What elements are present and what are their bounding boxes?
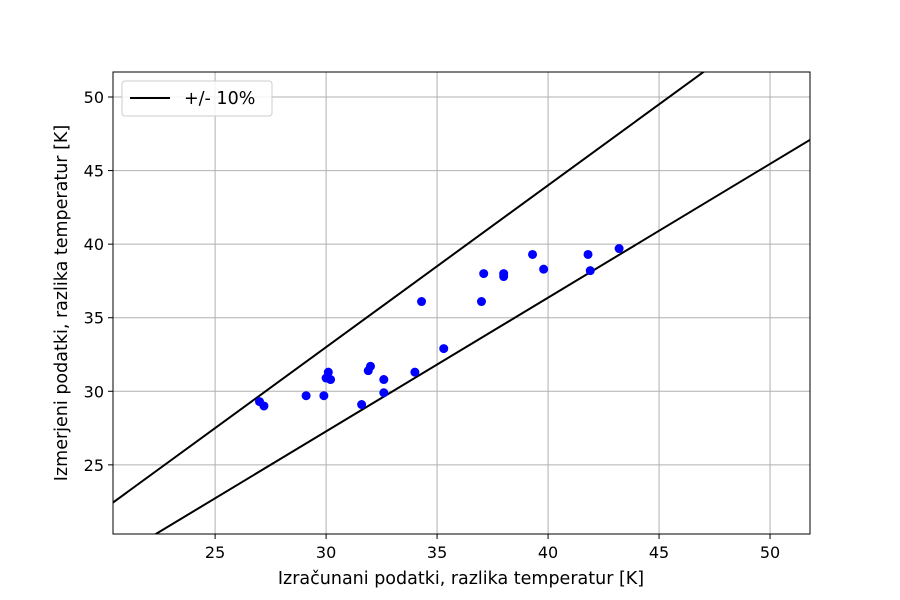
data-point — [323, 367, 333, 377]
data-point — [539, 264, 549, 274]
x-axis-ticks: 25 30 35 40 45 50 — [205, 534, 780, 562]
data-point — [614, 244, 624, 254]
y-tick-label: 50 — [84, 88, 104, 107]
y-tick-label: 30 — [84, 382, 104, 401]
data-point — [439, 344, 449, 354]
x-axis-title: Izračunani podatki, razlika temperatur [… — [278, 569, 644, 589]
data-point — [410, 367, 420, 377]
data-point — [365, 361, 375, 371]
data-point — [259, 401, 269, 411]
y-axis-title: Izmerjeni podatki, razlika temperatur [K… — [52, 125, 72, 481]
y-tick-label: 40 — [84, 235, 104, 254]
data-point — [585, 266, 595, 276]
legend: +/- 10% — [121, 80, 273, 117]
y-tick-label: 25 — [84, 456, 104, 475]
bound-lines — [113, 72, 810, 534]
bound-line — [113, 72, 706, 504]
x-tick-label: 35 — [427, 543, 447, 562]
x-tick-label: 50 — [760, 543, 780, 562]
x-tick-label: 30 — [316, 543, 336, 562]
data-point — [319, 391, 329, 401]
data-point — [499, 269, 509, 279]
data-point — [379, 388, 389, 398]
data-point — [357, 400, 367, 410]
data-point — [417, 297, 427, 307]
data-points — [255, 244, 624, 411]
data-point — [479, 269, 489, 279]
data-point — [301, 391, 311, 401]
data-point — [528, 249, 538, 259]
data-point — [379, 375, 389, 385]
y-tick-label: 45 — [84, 162, 104, 181]
x-tick-label: 45 — [649, 543, 669, 562]
x-tick-label: 40 — [538, 543, 558, 562]
legend-label: +/- 10% — [184, 89, 255, 109]
x-tick-label: 25 — [205, 543, 225, 562]
bound-line — [153, 138, 810, 534]
legend-box — [121, 80, 273, 117]
y-tick-label: 35 — [84, 309, 104, 328]
y-axis-ticks: 25 30 35 40 45 50 — [84, 88, 113, 475]
grid — [113, 72, 810, 534]
data-point — [326, 375, 336, 385]
data-point — [583, 249, 593, 259]
plot-area-frame — [112, 71, 811, 535]
data-point — [476, 297, 486, 307]
